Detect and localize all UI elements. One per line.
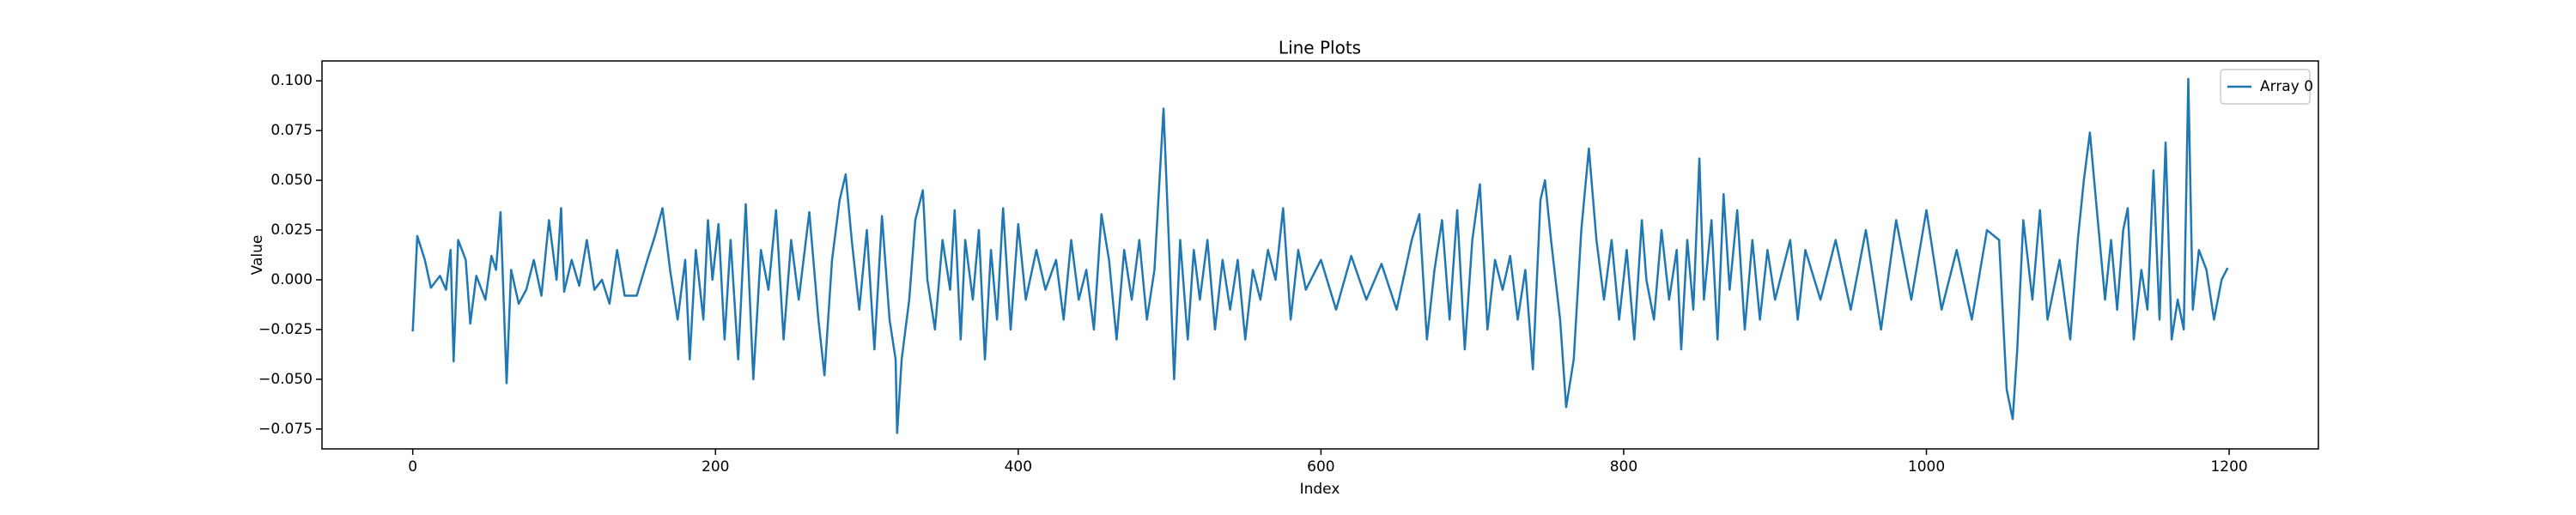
y-tick-label: 0.025 bbox=[270, 221, 313, 239]
y-tick-label: 0.100 bbox=[270, 72, 313, 89]
y-tick-label: 0.000 bbox=[270, 271, 313, 288]
y-tick-label: 0.050 bbox=[270, 172, 313, 189]
legend-box bbox=[2220, 69, 2311, 105]
plot-frame bbox=[321, 60, 2319, 450]
x-tick-label: 600 bbox=[1307, 458, 1334, 476]
x-tick-label: 1000 bbox=[1908, 458, 1945, 476]
y-axis-label: Value bbox=[249, 235, 266, 276]
x-tick-label: 1200 bbox=[2210, 458, 2247, 476]
line-series bbox=[411, 77, 2229, 434]
y-tick-label: −0.025 bbox=[258, 321, 313, 338]
x-tick-label: 200 bbox=[702, 458, 729, 476]
chart-title: Line Plots bbox=[1279, 38, 1361, 58]
x-tick-label: 400 bbox=[1005, 458, 1032, 476]
y-tick-label: −0.050 bbox=[258, 371, 313, 388]
legend-label: Array 0 bbox=[2260, 78, 2313, 95]
x-tick-label: 800 bbox=[1610, 458, 1637, 476]
y-tick-label: −0.075 bbox=[258, 421, 313, 438]
y-tick-label: 0.075 bbox=[270, 122, 313, 139]
x-tick-label: 0 bbox=[408, 458, 417, 476]
x-axis-label: Index bbox=[1300, 481, 1340, 498]
